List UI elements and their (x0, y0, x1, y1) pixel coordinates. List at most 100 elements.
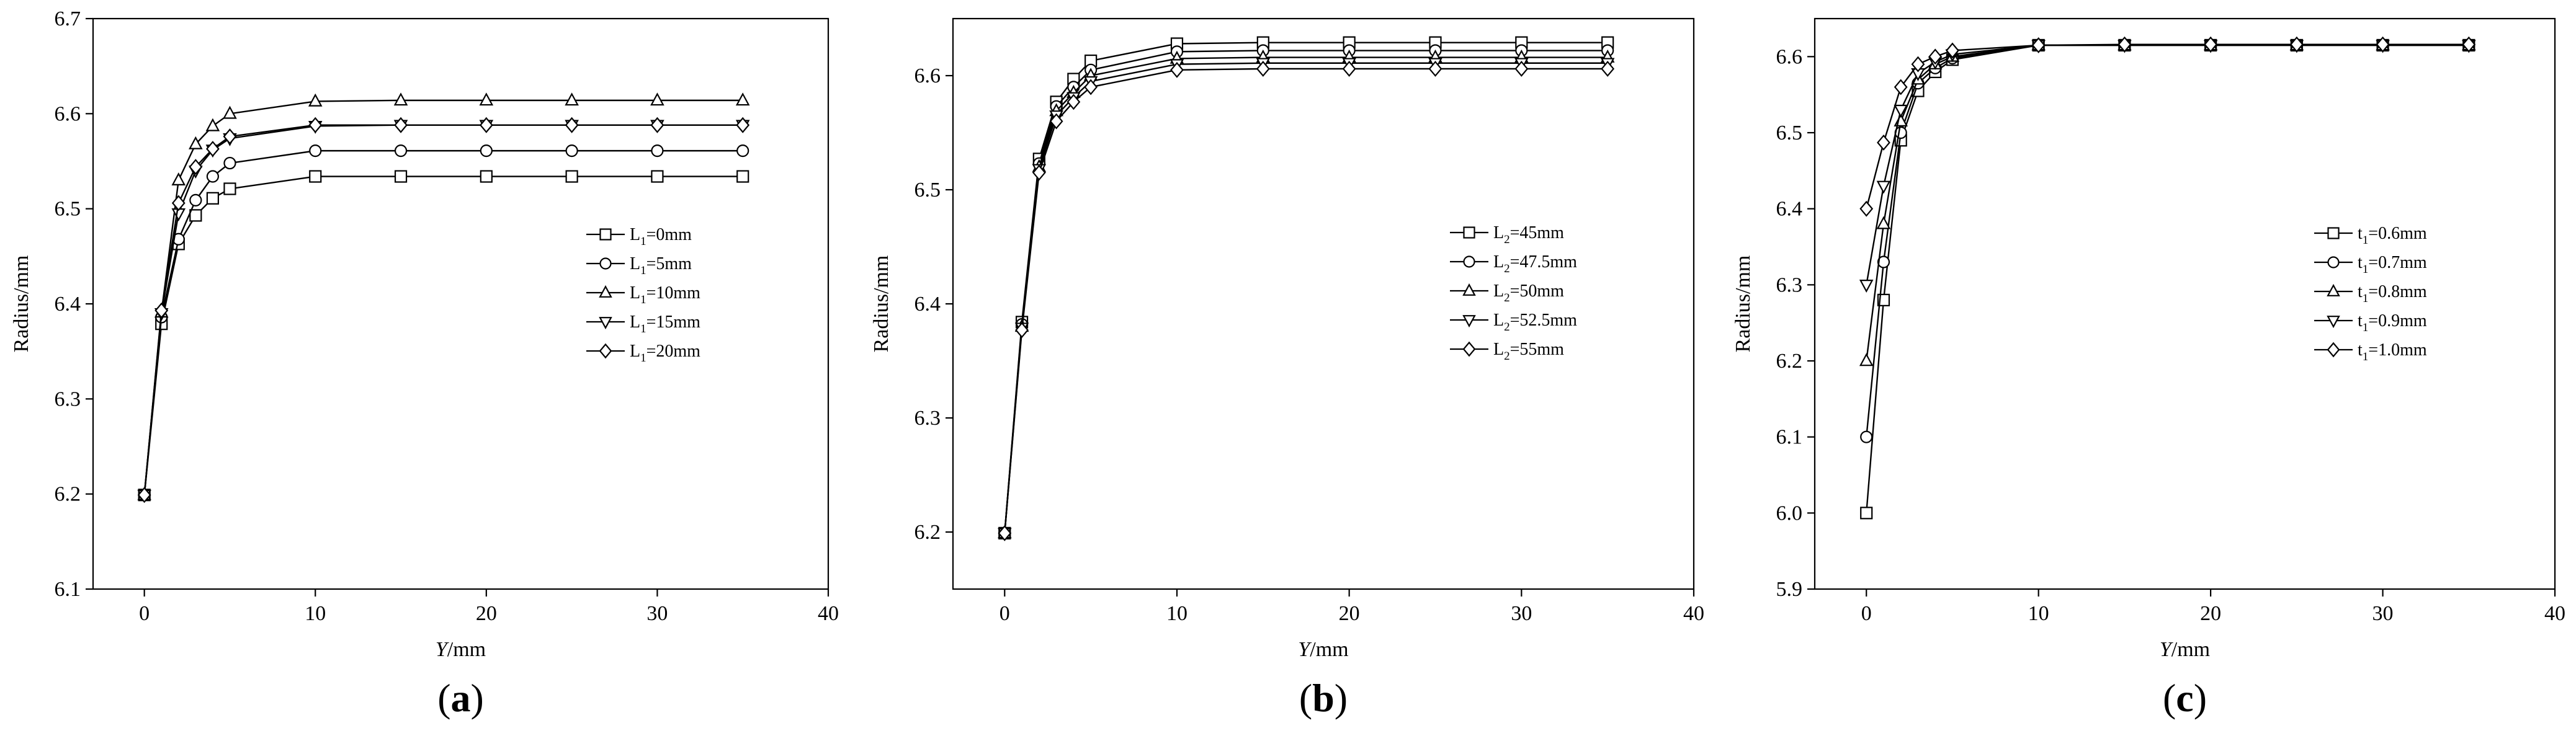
legend-label-value: =15mm (646, 313, 701, 332)
data-point-marker (736, 144, 749, 158)
panel-label: (a) (437, 676, 484, 720)
x-axis-title-unit: /mm (1310, 638, 1348, 661)
legend-label-subscript: 1 (2363, 321, 2369, 334)
data-point-marker (309, 170, 322, 183)
legend-label-subscript: 1 (640, 264, 646, 277)
legend-label: L1=10mm (630, 283, 700, 306)
data-point-marker (479, 117, 493, 133)
data-point-marker (565, 170, 578, 183)
chart-panel: 0 10 20 30 40 5.9 6.0 6.1 6.2 6.3 6.4 6.5 6.6 Y/mm Rad… (1732, 17, 2565, 720)
data-point-marker (998, 525, 1012, 541)
legend-item: L2=55mm (1450, 340, 1564, 363)
data-point-marker (1032, 164, 1046, 181)
y-tick-label: 6.5 (1776, 122, 1803, 144)
x-tick-label: 40 (818, 602, 839, 625)
legend-label-value: =0mm (646, 225, 692, 244)
legend-label-symbol: t (2358, 253, 2363, 272)
y-tick-label: 6.1 (1776, 426, 1803, 449)
series-line (1866, 44, 2469, 285)
data-point-marker (1170, 61, 1184, 78)
legend-item: L1=20mm (586, 342, 700, 365)
x-axis-title-unit: /mm (2171, 638, 2210, 661)
legend-label-symbol: L (1493, 311, 1504, 330)
legend-marker (2327, 256, 2340, 268)
y-tick-label: 6.6 (915, 64, 941, 87)
y-tick-label: 6.1 (55, 578, 81, 601)
x-tick-label: 40 (2544, 602, 2565, 625)
x-axis-title: Y/mm (436, 638, 486, 661)
data-point-marker (206, 192, 220, 205)
legend-label: t1=0.6mm (2358, 224, 2427, 247)
legend-item: L2=45mm (1450, 223, 1564, 246)
y-tick-label: 6.2 (915, 521, 941, 544)
legend-item: L1=10mm (586, 283, 700, 306)
panel-label-letter: c (2176, 676, 2193, 720)
series-line (1866, 43, 2469, 209)
data-point-marker (171, 172, 186, 185)
legend-item: t1=1.0mm (2314, 340, 2427, 363)
legend-label-symbol: L (630, 342, 640, 361)
x-tick-label: 0 (1000, 602, 1010, 625)
legend-label: L1=0mm (630, 225, 692, 248)
y-tick-label: 6.4 (915, 293, 941, 316)
data-point-marker (1859, 200, 1874, 217)
data-point-marker (189, 136, 203, 149)
series-5 (998, 60, 1615, 541)
data-point-marker (1859, 353, 1874, 366)
data-point-marker (1084, 79, 1098, 95)
legend-marker (1462, 315, 1476, 328)
legend-item: L2=50mm (1450, 282, 1564, 304)
legend-item: t1=0.6mm (2314, 224, 2427, 247)
data-point-marker (1894, 104, 1908, 118)
legend-label-value: =1.0mm (2368, 340, 2427, 360)
data-point-marker (480, 170, 493, 183)
legend-item: t1=0.9mm (2314, 311, 2427, 334)
y-tick-label: 6.5 (915, 179, 941, 202)
x-tick-label: 10 (1166, 602, 1187, 625)
panel-label: (c) (2163, 676, 2207, 720)
panel-label-open: ( (437, 676, 450, 720)
legend-marker (2327, 342, 2340, 358)
legend-marker (1462, 341, 1476, 357)
data-point-marker (223, 182, 236, 195)
y-tick-label: 6.7 (55, 7, 81, 30)
data-point-marker (205, 118, 220, 131)
legend-item: t1=0.7mm (2314, 253, 2427, 276)
legend-label-symbol: L (630, 283, 640, 303)
legend-label: L1=15mm (630, 313, 700, 335)
data-point-marker (650, 92, 664, 106)
legend-label-subscript: 1 (640, 235, 646, 248)
data-point-marker (735, 92, 750, 106)
y-tick-label: 6.6 (55, 102, 81, 125)
x-axis-title-variable: Y (436, 638, 449, 661)
data-point-marker (309, 144, 322, 158)
legend-label-value: =5mm (646, 254, 692, 273)
legend-label-subscript: 2 (1504, 233, 1510, 246)
data-point-marker (565, 92, 579, 106)
y-tick-label: 6.4 (55, 293, 81, 316)
panel-label-open: ( (1299, 676, 1312, 720)
panel-label-letter: a (451, 676, 471, 720)
legend-label-symbol: L (1493, 252, 1504, 272)
legend-marker (2327, 227, 2340, 239)
legend-label-symbol: L (630, 254, 640, 273)
legend-label-subscript: 1 (2363, 350, 2369, 363)
legend-label: L1=20mm (630, 342, 700, 365)
x-tick-label: 0 (1861, 602, 1872, 625)
chart-panel: 0 10 20 30 40 6.1 6.2 6.3 6.4 6.5 6.6 6.7 Y/mm Radius… (10, 7, 839, 720)
data-point-marker (394, 117, 408, 133)
data-point-marker (171, 195, 186, 211)
data-point-marker (650, 117, 664, 133)
legend-label-subscript: 1 (640, 322, 646, 335)
x-axis-title-unit: /mm (447, 638, 486, 661)
legend-label: L2=55mm (1493, 340, 1564, 363)
data-point-marker (223, 128, 237, 145)
legend-label-value: =55mm (1510, 340, 1565, 359)
legend-label-symbol: t (2358, 311, 2363, 331)
legend-label-subscript: 2 (1504, 291, 1510, 304)
y-tick-label: 6.3 (55, 388, 81, 410)
legend-label-subscript: 1 (2363, 292, 2369, 305)
